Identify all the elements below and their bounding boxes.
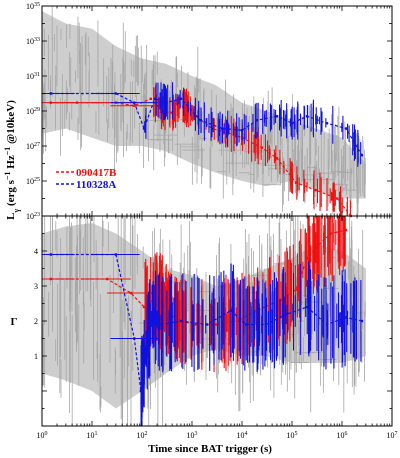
photon-index-series-110328A-point (285, 312, 289, 316)
x-axis-label: Time since BAT trigger (s) (148, 443, 272, 455)
photon-index-series-110328A-point (114, 253, 118, 256)
photon-index-x-tick-label: 107 (387, 431, 398, 440)
photon-index-series-group (42, 216, 364, 426)
photon-index-y-tick-label: 4 (34, 247, 38, 256)
photon-index-panel: 100 101 102 103 104 105 106 107 1 2 3 4 Γ Time sin… (11, 215, 398, 455)
luminosity-y-axis-label: Lγ (erg s−1 Hz−1 @10keV) (3, 100, 21, 220)
photon-index-series-110328A-point (344, 316, 348, 319)
photon-index-series-110328A-point (179, 319, 183, 323)
luminosity-series-110328A-point (255, 118, 259, 122)
luminosity-series-090417B-point (314, 188, 318, 192)
photon-index-series-090417B-point (194, 323, 198, 326)
luminosity-series-110328A-point (179, 97, 183, 100)
luminosity-series-110328A (42, 82, 364, 167)
luminosity-series-110328A-point (133, 101, 136, 104)
photon-index-series-090417B-point (344, 228, 348, 232)
luminosity-series-090417B-point (133, 104, 136, 107)
photon-index-y-axis-label: Γ (11, 316, 18, 328)
luminosity-series-090417B-point (335, 197, 339, 200)
luminosity-series-group (42, 82, 364, 218)
luminosity-series-110328A-point (142, 127, 146, 130)
photon-index-x-tick-label: 103 (187, 431, 198, 440)
photon-index-series-110328A-point (133, 337, 136, 340)
photon-index-series-110328A-point (49, 253, 53, 256)
luminosity-panel: 1023 1025 1027 1029 1031 1033 1035 Lγ (erg s−1… (3, 2, 393, 221)
luminosity-y-tick-label: 1023 (26, 212, 40, 221)
photon-index-series-110328A (42, 253, 364, 426)
photon-index-x-ticks: 100 101 102 103 104 105 106 107 (37, 216, 398, 440)
photon-index-x-tick-label: 100 (37, 431, 48, 440)
photon-index-y-tick-label: 1 (34, 352, 38, 361)
photon-index-x-tick-label: 104 (237, 431, 248, 440)
luminosity-y-tick-label: 1027 (26, 142, 40, 151)
luminosity-series-110328A-point (344, 127, 348, 130)
photon-index-y-tick-label: 3 (34, 282, 38, 291)
luminosity-series-090417B-point (149, 97, 153, 100)
luminosity-series-090417B-point (49, 101, 53, 104)
photon-index-series-090417B-point (105, 277, 109, 281)
luminosity-series-110328A-point (114, 92, 118, 95)
photon-index-series-090417B-point (305, 256, 309, 260)
luminosity-series-110328A-point (153, 97, 156, 100)
luminosity-series-090417B-point (260, 146, 264, 149)
photon-index-series-110328A-point (360, 319, 364, 323)
luminosity-series-090417B-point (275, 157, 279, 160)
luminosity-y-tick-label: 1033 (26, 37, 40, 46)
luminosity-series-110328A-point (275, 115, 279, 118)
luminosity-y-tick-label: 1025 (26, 177, 40, 186)
luminosity-series-110328A-point (325, 122, 329, 125)
luminosity-y-tick-label: 1031 (26, 72, 40, 81)
luminosity-series-090417B-point (75, 101, 79, 104)
legend-label-090417B: 090417B (76, 167, 117, 179)
photon-index-series-090417B-point (214, 323, 218, 326)
photon-index-series-090417B-point (294, 288, 298, 291)
luminosity-y-ticks: 1023 1025 1027 1029 1031 1033 1035 (26, 2, 392, 221)
luminosity-y-tick-label: 1035 (26, 2, 40, 11)
photon-index-series-090417B-point (129, 291, 133, 295)
luminosity-series-110328A-point (360, 153, 364, 157)
photon-index-x-tick-label: 105 (287, 431, 298, 440)
photon-index-series-110328A-point (205, 323, 209, 326)
photon-index-series-090417B-point (49, 277, 53, 281)
luminosity-series-110328A-point (49, 92, 53, 95)
photon-index-x-tick-label: 101 (87, 431, 98, 440)
photon-index-y-tick-label: 2 (34, 317, 38, 326)
legend-label-110328A: 110328A (76, 179, 116, 191)
photon-index-x-tick-label: 102 (137, 431, 148, 440)
photon-index-series-090417B-point (142, 305, 146, 309)
luminosity-y-tick-label: 1029 (26, 107, 40, 116)
photon-index-x-tick-label: 106 (337, 431, 348, 440)
photon-index-y-ticks: 1 2 3 4 (34, 215, 392, 427)
luminosity-series-090417B-point (294, 181, 298, 184)
legend: 090417B 110328A (56, 167, 117, 191)
